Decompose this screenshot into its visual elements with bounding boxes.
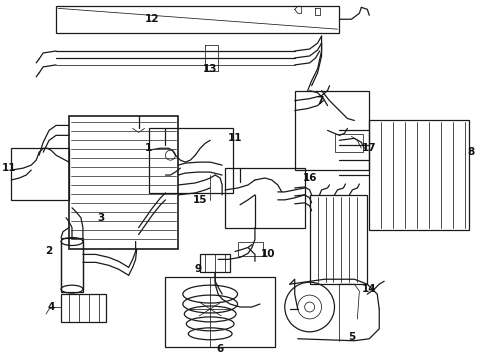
Bar (310, 195, 368, 284)
Bar (148, 129, 233, 193)
Text: 8: 8 (467, 147, 474, 157)
Bar (61, 238, 83, 292)
Text: 6: 6 (217, 344, 224, 354)
Text: 2: 2 (46, 247, 53, 256)
Bar (294, 91, 369, 170)
Text: 4: 4 (48, 302, 55, 312)
Text: 17: 17 (362, 143, 377, 153)
Bar (336, 134, 363, 152)
Bar (56, 6, 340, 33)
Text: 13: 13 (203, 64, 218, 74)
Bar (225, 168, 305, 228)
Text: 16: 16 (302, 173, 317, 183)
Bar (200, 255, 230, 272)
Text: 7: 7 (316, 96, 323, 105)
Text: 5: 5 (348, 332, 355, 342)
Bar (69, 116, 178, 249)
Text: 1: 1 (145, 143, 152, 153)
Text: 11: 11 (228, 133, 243, 143)
Text: 10: 10 (261, 249, 275, 260)
Bar (61, 294, 106, 322)
Text: 14: 14 (362, 284, 377, 294)
Text: 15: 15 (193, 195, 207, 205)
Bar (11, 148, 69, 200)
Bar (166, 277, 275, 347)
Text: 11: 11 (2, 163, 17, 173)
Text: 9: 9 (195, 264, 202, 274)
Text: 3: 3 (97, 213, 104, 223)
Bar (238, 242, 263, 256)
Bar (369, 121, 469, 230)
Text: 12: 12 (145, 14, 160, 24)
